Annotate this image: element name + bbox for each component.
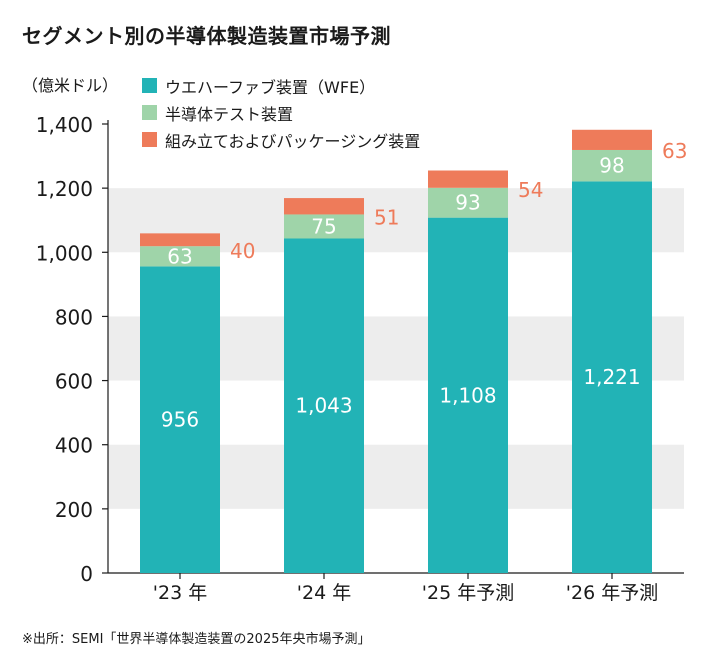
bar-segment-wfe (140, 266, 220, 573)
legend: ウエハーファブ装置（WFE） 半導体テスト装置 組み立ておよびパッケージング装置 (142, 72, 420, 153)
legend-swatch-wfe (142, 78, 157, 93)
y-axis-unit-label: （億米ドル） (22, 76, 119, 95)
x-tick-label: '25 年予測 (422, 582, 514, 604)
legend-label-assembly: 組み立ておよびパッケージング装置 (165, 131, 421, 151)
bar-segment-test (284, 214, 364, 239)
data-label-wfe: 1,043 (295, 394, 352, 418)
y-tick-label: 600 (55, 370, 93, 394)
data-label-assembly: 54 (518, 178, 543, 202)
legend-item-test: 半導体テスト装置 (142, 99, 420, 126)
data-label-wfe: 1,108 (439, 383, 496, 407)
y-tick-label: 400 (55, 434, 93, 458)
data-label-wfe: 956 (161, 408, 199, 432)
bar-segment-wfe (572, 181, 652, 574)
data-label-test: 75 (311, 214, 336, 238)
legend-label-test: 半導体テスト装置 (165, 104, 294, 124)
data-label-test: 63 (167, 244, 192, 268)
y-tick-label: 1,400 (36, 113, 93, 137)
bar-segment-wfe (428, 217, 508, 574)
legend-item-assembly: 組み立ておよびパッケージング装置 (142, 126, 420, 153)
bar-segment-test (428, 187, 508, 218)
data-label-test: 93 (455, 191, 480, 215)
y-tick-label: 0 (80, 562, 93, 586)
source-note: ※出所：SEMI「世界半導体製造装置の2025年央市場予測」 (22, 632, 371, 647)
chart-title: セグメント別の半導体製造装置市場予測 (22, 24, 391, 48)
bar-segment-test (572, 149, 652, 182)
legend-swatch-assembly (142, 132, 157, 147)
legend-label-wfe: ウエハーファブ装置（WFE） (165, 77, 376, 97)
data-label-assembly: 40 (230, 239, 255, 263)
bar-segment-assembly (140, 233, 220, 247)
bar-segment-test (140, 246, 220, 267)
data-label-wfe: 1,221 (583, 365, 640, 389)
y-tick-label: 200 (55, 498, 93, 522)
y-tick-label: 800 (55, 305, 93, 329)
bar-segment-wfe (284, 238, 364, 573)
data-label-assembly: 51 (374, 205, 399, 229)
bar-segment-assembly (572, 129, 652, 150)
y-tick-label: 1,000 (36, 241, 93, 265)
x-tick-label: '26 年予測 (566, 582, 658, 604)
legend-swatch-test (142, 105, 157, 120)
data-label-test: 98 (599, 154, 624, 178)
x-tick-label: '24 年 (297, 582, 351, 604)
legend-item-wfe: ウエハーファブ装置（WFE） (142, 72, 420, 99)
data-label-assembly: 63 (662, 139, 687, 163)
x-tick-label: '23 年 (153, 582, 207, 604)
bar-segment-assembly (428, 170, 508, 188)
y-tick-label: 1,200 (36, 177, 93, 201)
bar-segment-assembly (284, 198, 364, 215)
